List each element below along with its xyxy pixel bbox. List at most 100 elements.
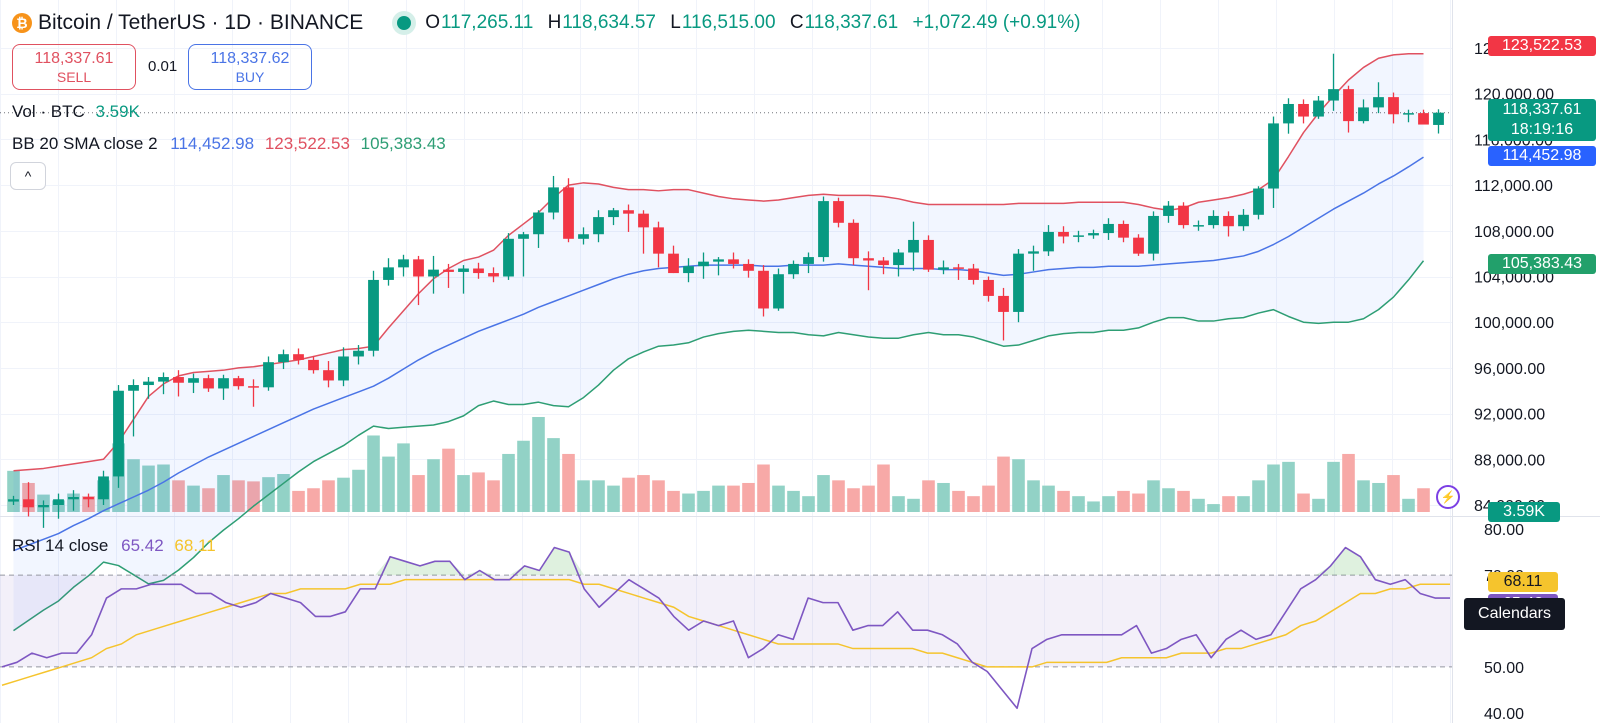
candle (653, 221, 664, 268)
symbol-title[interactable]: Bitcoin / TetherUS · 1D · BINANCE (38, 11, 364, 34)
volume-price-tag: 3.59K (1488, 502, 1560, 522)
candle-body (698, 261, 709, 267)
bb-basis-price-tag: 114,452.98 (1488, 146, 1596, 166)
volume-bar (1402, 498, 1415, 512)
candle-body (353, 350, 364, 357)
candle (263, 356, 274, 391)
volume-bar (997, 456, 1010, 512)
volume-bar (562, 453, 575, 512)
candle-body (158, 377, 169, 382)
candle-body (1148, 215, 1159, 254)
candle-body (1178, 205, 1189, 226)
candle (848, 219, 859, 266)
bb-lower-line (13, 260, 1425, 632)
volume-bar (1057, 490, 1070, 512)
volume-legend[interactable]: Vol · BTC 3.59K (12, 102, 140, 122)
volume-bar (1027, 480, 1040, 512)
candle-body (1403, 113, 1414, 115)
volume-bar (607, 485, 620, 512)
candle-body (248, 386, 259, 388)
candle (1283, 98, 1294, 134)
high-value: 118,634.57 (562, 12, 656, 33)
candle (638, 210, 649, 254)
candle-body (593, 217, 604, 235)
candle (938, 260, 949, 275)
candle (53, 493, 64, 519)
candle-body (143, 381, 154, 386)
candle-body (863, 258, 874, 261)
candle (233, 375, 244, 390)
candle (368, 270, 379, 357)
bollinger-legend[interactable]: BB 20 SMA close 2 114,452.98 123,522.53 … (12, 134, 446, 154)
candle-body (728, 259, 739, 264)
volume-bar (1312, 498, 1325, 512)
volume-bar (622, 477, 635, 512)
volume-bar (1372, 482, 1385, 512)
candle (1118, 220, 1129, 243)
price-axis-tick-label: 92,000.00 (1474, 407, 1545, 424)
candle (473, 262, 484, 279)
candle-body (1298, 103, 1309, 117)
collapse-legend-button[interactable]: ^ (10, 162, 46, 190)
low-key: L (670, 12, 681, 33)
candle (623, 204, 634, 232)
candle-body (278, 354, 289, 363)
candle (803, 252, 814, 274)
candle (1328, 53, 1339, 111)
candle-body (608, 210, 619, 218)
candle (563, 178, 574, 243)
candle-body (68, 497, 79, 500)
candle (683, 258, 694, 283)
volume-bar (1282, 461, 1295, 512)
candle-body (983, 279, 994, 296)
candle (668, 245, 679, 274)
candle-body (23, 499, 34, 508)
rsi-axis-tick-label: 50.00 (1484, 660, 1524, 677)
candle (998, 287, 1009, 341)
calendars-tooltip[interactable]: Calendars (1464, 598, 1565, 630)
rsi-legend[interactable]: RSI 14 close 65.42 68.11 (12, 536, 216, 556)
volume-label: Vol · BTC (12, 102, 85, 121)
candle-body (773, 274, 784, 309)
volume-bar (202, 488, 215, 512)
candle-body (1373, 97, 1384, 108)
volume-bar (1087, 501, 1100, 512)
candle-body (263, 362, 274, 388)
candle (593, 210, 604, 243)
volume-bar (1117, 490, 1130, 512)
rsi-line (1, 546, 1450, 710)
candle-body (923, 239, 934, 270)
volume-bar (1387, 475, 1400, 512)
buy-button[interactable]: 118,337.62 BUY (188, 44, 312, 90)
volume-bar (1177, 490, 1190, 512)
volume-bar (1252, 480, 1265, 512)
candle-body (533, 212, 544, 235)
sell-price: 118,337.61 (34, 50, 114, 67)
candle-body (998, 295, 1009, 312)
volume-bar (817, 475, 830, 512)
candle-body (1133, 237, 1144, 254)
price-axis-tick-label: 100,000.00 (1474, 315, 1554, 332)
volume-bar (577, 480, 590, 512)
candle-body (893, 252, 904, 266)
candle-body (668, 253, 679, 274)
sell-button[interactable]: 118,337.61 SELL (12, 44, 136, 90)
volume-bar (487, 480, 500, 512)
candle-body (1043, 231, 1054, 252)
volume-bar (217, 475, 230, 512)
candle (1088, 229, 1099, 239)
change-value: +1,072.49 (+0.91%) (912, 12, 1081, 33)
candle-body (1163, 205, 1174, 216)
candle (113, 385, 124, 488)
candle (323, 361, 334, 388)
candle-body (653, 227, 664, 254)
lightning-icon[interactable]: ⚡ (1436, 485, 1460, 509)
close-value: 118,337.61 (804, 12, 899, 33)
chevron-up-icon: ^ (24, 168, 32, 184)
volume-bar (337, 477, 350, 512)
candle-body (368, 279, 379, 351)
candle-body (308, 359, 319, 371)
candle-body (443, 269, 454, 272)
candle-body (803, 257, 814, 264)
